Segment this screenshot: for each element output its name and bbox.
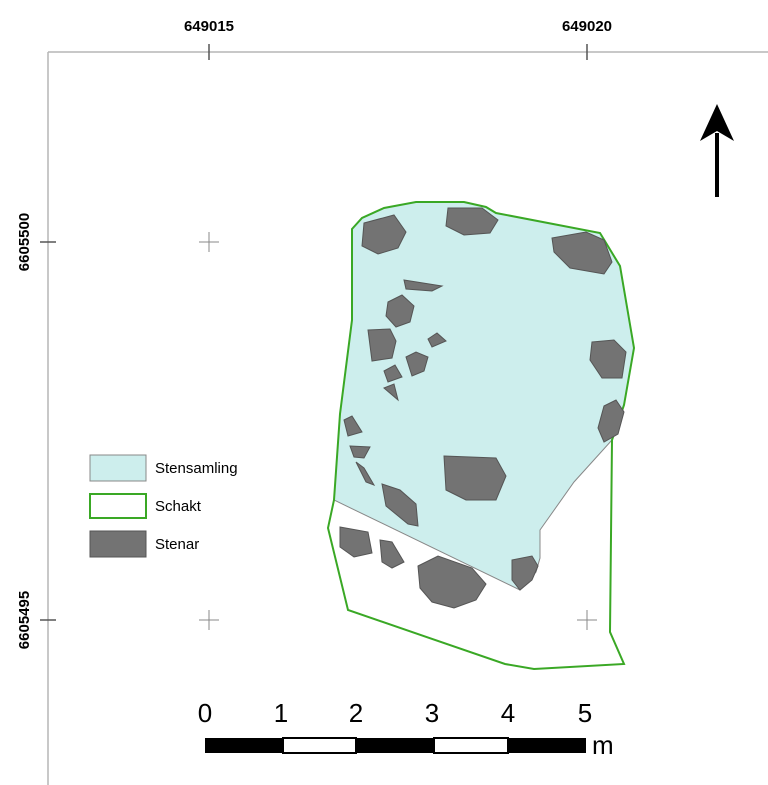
x-tick-label-649015: 649015 <box>184 18 234 35</box>
stone <box>445 207 499 236</box>
north-arrow-icon <box>700 104 734 197</box>
scale-segment <box>282 737 357 754</box>
scale-bar: 0 1 2 3 4 5 m <box>198 698 614 760</box>
scale-label-4: 4 <box>501 698 515 728</box>
scale-label-2: 2 <box>349 698 363 728</box>
stone <box>403 279 444 292</box>
stone <box>405 351 429 377</box>
stone <box>367 328 397 362</box>
grid-cross <box>199 232 219 252</box>
stone <box>383 383 399 402</box>
scale-label-5: 5 <box>578 698 592 728</box>
y-tick-label-6605500: 6605500 <box>16 213 33 271</box>
stone <box>343 415 363 437</box>
legend-label-stensamling: Stensamling <box>155 460 238 477</box>
scale-label-3: 3 <box>425 698 439 728</box>
stone <box>511 555 539 591</box>
scale-segment <box>508 738 586 753</box>
legend-swatch-stenar <box>89 530 147 558</box>
grid-cross <box>577 610 597 630</box>
legend-label-stenar: Stenar <box>155 536 199 553</box>
stone <box>379 539 405 569</box>
stone <box>417 555 487 609</box>
scale-unit: m <box>592 730 614 760</box>
stone <box>443 455 507 501</box>
grid-cross <box>199 610 219 630</box>
stone <box>383 364 403 383</box>
stone <box>361 214 407 255</box>
scale-label-0: 0 <box>198 698 212 728</box>
stone <box>427 332 447 348</box>
scale-segment <box>205 738 283 753</box>
legend-swatch-schakt <box>89 493 147 519</box>
stone <box>597 399 625 443</box>
stone <box>355 461 376 486</box>
scale-label-1: 1 <box>274 698 288 728</box>
scale-segment <box>356 738 434 753</box>
stone <box>339 526 373 558</box>
stone <box>385 294 415 328</box>
legend: Stensamling Schakt Stenar <box>89 454 238 558</box>
scale-segment <box>433 737 509 754</box>
y-tick-label-6605495: 6605495 <box>16 591 33 649</box>
legend-swatch-stensamling <box>89 454 147 482</box>
stone <box>589 339 627 379</box>
stenar-group <box>339 207 627 609</box>
legend-label-schakt: Schakt <box>155 498 202 515</box>
stone <box>551 231 613 275</box>
stone <box>349 445 371 459</box>
x-tick-label-649020: 649020 <box>562 18 612 35</box>
stone <box>381 483 419 527</box>
